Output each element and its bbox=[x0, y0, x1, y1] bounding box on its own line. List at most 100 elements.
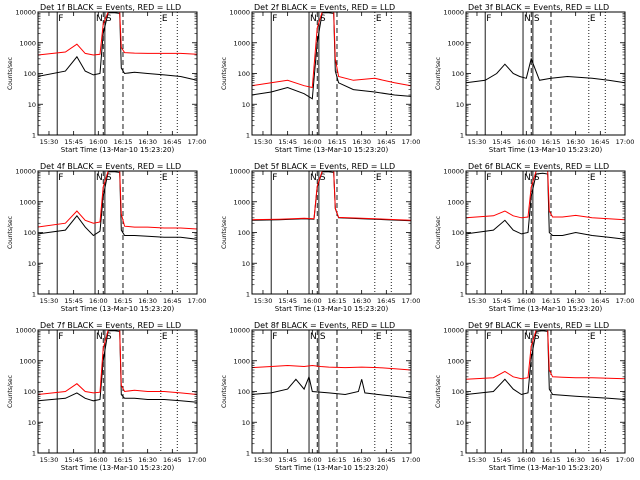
x-tick-label: 16:00 bbox=[89, 138, 108, 146]
y-tick-label: 1 bbox=[246, 132, 250, 140]
marker-label: E bbox=[376, 173, 382, 183]
x-tick-label: 15:30 bbox=[468, 456, 487, 464]
x-tick-label: 16:30 bbox=[566, 297, 585, 305]
x-tick-label: 16:30 bbox=[352, 456, 371, 464]
series-events bbox=[466, 330, 625, 400]
y-tick-label: 10000 bbox=[229, 168, 250, 176]
x-tick-label: 16:30 bbox=[138, 456, 157, 464]
marker-label: S bbox=[320, 332, 326, 342]
series-lld bbox=[252, 364, 411, 371]
series-lld bbox=[466, 330, 625, 380]
x-tick-label: 16:00 bbox=[89, 456, 108, 464]
y-tick-label: 1000 bbox=[447, 39, 464, 47]
panel-5: Det 5f BLACK = Events, RED = LLD F N S E 15:3… bbox=[221, 162, 420, 313]
y-tick-label: 100 bbox=[452, 229, 464, 237]
y-tick-label: 1 bbox=[32, 450, 36, 458]
panel-title: Det 7f BLACK = Events, RED = LLD bbox=[40, 321, 181, 330]
x-tick-label: 16:30 bbox=[566, 456, 585, 464]
y-tick-label: 10 bbox=[456, 101, 464, 109]
x-tick-label: 16:15 bbox=[114, 297, 133, 305]
panel-9: Det 9f BLACK = Events, RED = LLD F N S E 15:3… bbox=[435, 321, 634, 472]
y-tick-label: 100 bbox=[238, 229, 250, 237]
y-tick-label: 1000 bbox=[19, 198, 36, 206]
panel-6: Det 6f BLACK = Events, RED = LLD F N S E 15:3… bbox=[435, 162, 634, 313]
y-tick-label: 1 bbox=[460, 132, 464, 140]
plot-frame bbox=[37, 170, 198, 295]
marker-label: E bbox=[162, 173, 168, 183]
x-tick-label: 15:30 bbox=[468, 297, 487, 305]
panel-title: Det 5f BLACK = Events, RED = LLD bbox=[254, 162, 395, 171]
x-tick-label: 15:30 bbox=[254, 456, 273, 464]
y-tick-label: 10000 bbox=[15, 327, 36, 335]
panel-title: Det 2f BLACK = Events, RED = LLD bbox=[254, 3, 395, 12]
x-tick-label: 15:45 bbox=[492, 456, 511, 464]
y-tick-label: 100 bbox=[452, 388, 464, 396]
marker-label: N bbox=[310, 332, 317, 342]
x-axis-label: Start Time (13-Mar-10 15:23:20) bbox=[61, 305, 175, 313]
y-tick-label: 1000 bbox=[233, 198, 250, 206]
y-tick-label: 100 bbox=[452, 70, 464, 78]
y-tick-label: 100 bbox=[24, 229, 36, 237]
x-tick-label: 16:45 bbox=[377, 297, 396, 305]
panel-2: Det 2f BLACK = Events, RED = LLD F N S E 15:3… bbox=[221, 3, 420, 154]
y-tick-label: 10 bbox=[28, 260, 36, 268]
series-lld bbox=[38, 12, 197, 56]
x-tick-label: 17:00 bbox=[188, 297, 207, 305]
marker-label: F bbox=[272, 332, 277, 342]
series-events bbox=[466, 57, 625, 84]
x-tick-label: 16:15 bbox=[542, 297, 561, 305]
y-tick-label: 10000 bbox=[15, 9, 36, 17]
y-tick-label: 1 bbox=[32, 132, 36, 140]
x-tick-label: 17:00 bbox=[402, 138, 421, 146]
panel-title: Det 8f BLACK = Events, RED = LLD bbox=[254, 321, 395, 330]
marker-label: F bbox=[486, 173, 491, 183]
x-tick-label: 16:45 bbox=[163, 138, 182, 146]
y-tick-label: 100 bbox=[24, 388, 36, 396]
y-tick-label: 100 bbox=[238, 70, 250, 78]
x-tick-label: 16:45 bbox=[377, 138, 396, 146]
marker-label: E bbox=[590, 14, 596, 24]
series-events bbox=[252, 375, 411, 399]
marker-label: F bbox=[58, 332, 63, 342]
y-tick-label: 10 bbox=[28, 101, 36, 109]
marker-label: N bbox=[524, 173, 531, 183]
x-tick-label: 15:45 bbox=[64, 138, 83, 146]
x-tick-label: 15:30 bbox=[40, 297, 59, 305]
x-tick-label: 15:45 bbox=[278, 138, 297, 146]
marker-label: N bbox=[310, 173, 317, 183]
marker-label: E bbox=[376, 14, 382, 24]
y-tick-label: 10 bbox=[242, 101, 250, 109]
x-tick-label: 16:15 bbox=[328, 456, 347, 464]
x-tick-label: 16:15 bbox=[114, 456, 133, 464]
marker-label: F bbox=[272, 14, 277, 24]
x-tick-label: 16:45 bbox=[163, 297, 182, 305]
plot-frame bbox=[465, 11, 626, 136]
x-tick-label: 16:30 bbox=[138, 297, 157, 305]
marker-label: E bbox=[162, 332, 168, 342]
y-tick-label: 100 bbox=[238, 388, 250, 396]
x-tick-label: 15:30 bbox=[468, 138, 487, 146]
marker-label: N bbox=[96, 332, 103, 342]
marker-label: F bbox=[58, 173, 63, 183]
x-axis-label: Start Time (13-Mar-10 15:23:20) bbox=[275, 146, 389, 154]
x-axis-label: Start Time (13-Mar-10 15:23:20) bbox=[61, 146, 175, 154]
series-events bbox=[38, 171, 197, 240]
y-tick-label: 10 bbox=[242, 419, 250, 427]
x-tick-label: 15:45 bbox=[492, 138, 511, 146]
y-tick-label: 1 bbox=[460, 450, 464, 458]
y-tick-label: 1 bbox=[246, 291, 250, 299]
panel-4: Det 4f BLACK = Events, RED = LLD F N S E 15:3… bbox=[7, 162, 206, 313]
y-tick-label: 10 bbox=[28, 419, 36, 427]
x-tick-label: 16:00 bbox=[303, 138, 322, 146]
x-tick-label: 16:45 bbox=[163, 456, 182, 464]
panel-title: Det 3f BLACK = Events, RED = LLD bbox=[468, 3, 609, 12]
panel-3: Det 3f BLACK = Events, RED = LLD F N S E 15:3… bbox=[435, 3, 634, 154]
x-axis-label: Start Time (13-Mar-10 15:23:20) bbox=[489, 464, 603, 472]
y-tick-label: 1000 bbox=[233, 39, 250, 47]
x-axis-label: Start Time (13-Mar-10 15:23:20) bbox=[61, 464, 175, 472]
y-tick-label: 10 bbox=[456, 419, 464, 427]
marker-label: S bbox=[106, 332, 112, 342]
x-tick-label: 15:45 bbox=[64, 456, 83, 464]
series-events bbox=[38, 12, 197, 81]
